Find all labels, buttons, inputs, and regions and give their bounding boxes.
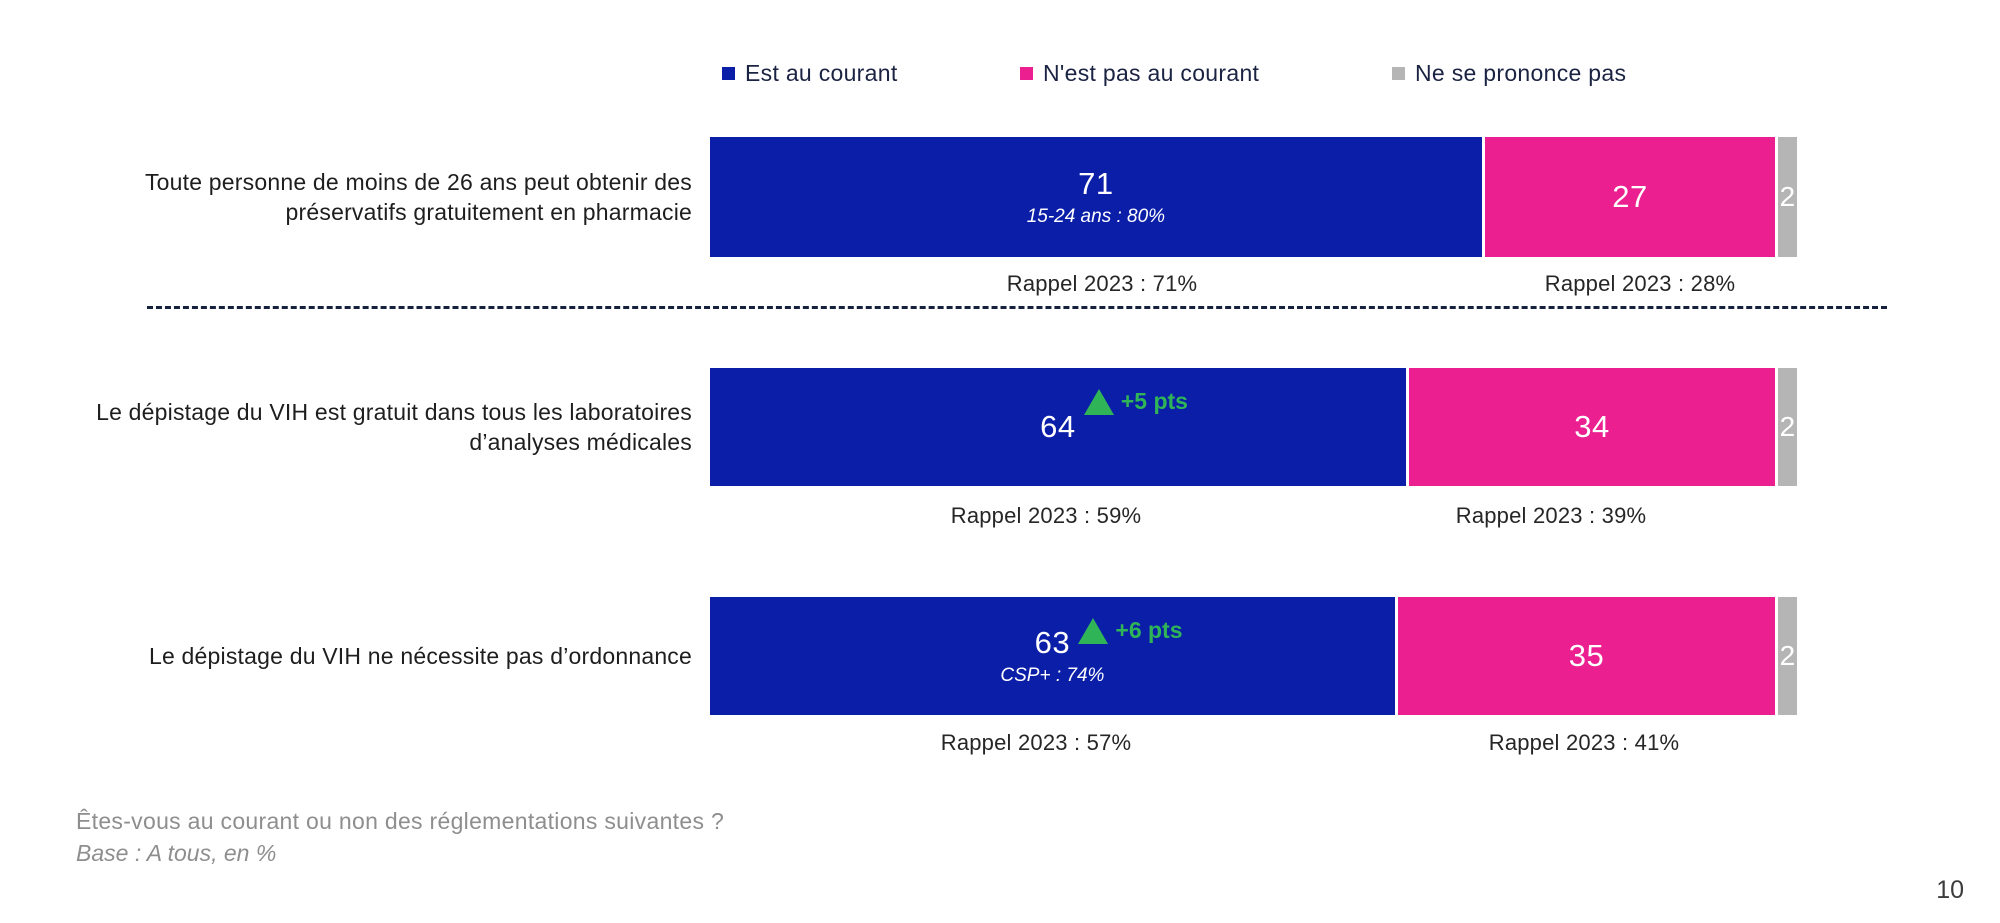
subgroup-note-row1: 15-24 ans : 80% — [1026, 206, 1166, 227]
page-number: 10 — [1936, 876, 1964, 904]
legend-label-no-opinion: Ne se prononce pas — [1415, 59, 1627, 86]
value-aware-row3: 63 — [1034, 625, 1071, 660]
rappel-not-aware-row2: Rappel 2023 : 39% — [1455, 503, 1647, 528]
value-no-opinion-row2: 2 — [1779, 411, 1796, 442]
category-label-row3: Le dépistage du VIH ne nécessite pas d’o… — [148, 643, 692, 669]
footer: Êtes-vous au courant ou non des réglemen… — [76, 808, 724, 867]
bar-segment-not-aware-row1: 27 — [1481, 137, 1776, 257]
rappel-not-aware-row3: Rappel 2023 : 41% — [1488, 730, 1680, 755]
value-aware-row2: 64 — [1040, 409, 1076, 444]
legend-item-no-opinion: Ne se prononce pas — [1392, 58, 1626, 88]
category-label-row2: Le dépistage du VIH est gratuit dans tou… — [96, 399, 692, 455]
value-not-aware-row3: 35 — [1568, 638, 1605, 673]
legend-item-not-aware: N'est pas au courant — [1020, 58, 1259, 88]
value-no-opinion-row3: 2 — [1779, 640, 1796, 671]
bar-segment-not-aware-row3: 35 — [1394, 597, 1776, 715]
bar-segment-aware-row2: 64 +5 pts — [710, 368, 1406, 486]
stacked-bar-row3: 63 CSP+ : 74% +6 pts 35 2 — [710, 597, 1797, 715]
change-annotation-row3: +6 pts — [1078, 617, 1183, 644]
legend-swatch-not-aware — [1020, 66, 1033, 80]
change-annotation-row2: +5 pts — [1083, 388, 1188, 415]
increase-triangle-icon — [1078, 617, 1109, 644]
subgroup-note-row3: CSP+ : 74% — [1000, 665, 1105, 686]
stacked-bar-row1: 71 15-24 ans : 80% 27 2 — [710, 137, 1797, 257]
change-value-row2: +5 pts — [1120, 388, 1188, 414]
legend-label-aware: Est au courant — [745, 59, 898, 86]
rappel-not-aware-row1: Rappel 2023 : 28% — [1544, 271, 1736, 296]
change-value-row3: +6 pts — [1115, 617, 1183, 643]
value-aware-row1: 71 — [1078, 166, 1114, 201]
legend-swatch-no-opinion — [1392, 66, 1405, 80]
survey-question: Êtes-vous au courant ou non des réglemen… — [76, 808, 725, 834]
value-no-opinion-row1: 2 — [1779, 181, 1796, 212]
value-not-aware-row2: 34 — [1574, 409, 1610, 444]
rappel-aware-row2: Rappel 2023 : 59% — [950, 503, 1142, 528]
category-label-row1: Toute personne de moins de 26 ans peut o… — [144, 169, 692, 225]
bar-segment-aware-row3: 63 CSP+ : 74% +6 pts — [710, 597, 1395, 715]
survey-base: Base : A tous, en % — [76, 840, 277, 866]
stacked-bar-row2: 64 +5 pts 34 2 — [710, 368, 1797, 486]
legend-item-aware: Est au courant — [722, 58, 898, 88]
bar-segment-aware-row1: 71 15-24 ans : 80% — [710, 137, 1482, 257]
bar-segment-no-opinion-row3: 2 — [1775, 597, 1797, 715]
bar-segment-no-opinion-row1: 2 — [1775, 137, 1797, 257]
increase-triangle-icon — [1083, 388, 1114, 415]
chart-legend: Est au courant N'est pas au courant Ne s… — [0, 58, 2000, 88]
rappel-aware-row3: Rappel 2023 : 57% — [940, 730, 1132, 755]
bar-segment-no-opinion-row2: 2 — [1775, 368, 1797, 486]
dashed-separator — [147, 306, 1887, 309]
value-not-aware-row1: 27 — [1612, 179, 1648, 214]
legend-swatch-aware — [722, 66, 735, 80]
rappel-aware-row1: Rappel 2023 : 71% — [1006, 271, 1198, 296]
bar-segment-not-aware-row2: 34 — [1405, 368, 1776, 486]
legend-label-not-aware: N'est pas au courant — [1043, 59, 1260, 86]
